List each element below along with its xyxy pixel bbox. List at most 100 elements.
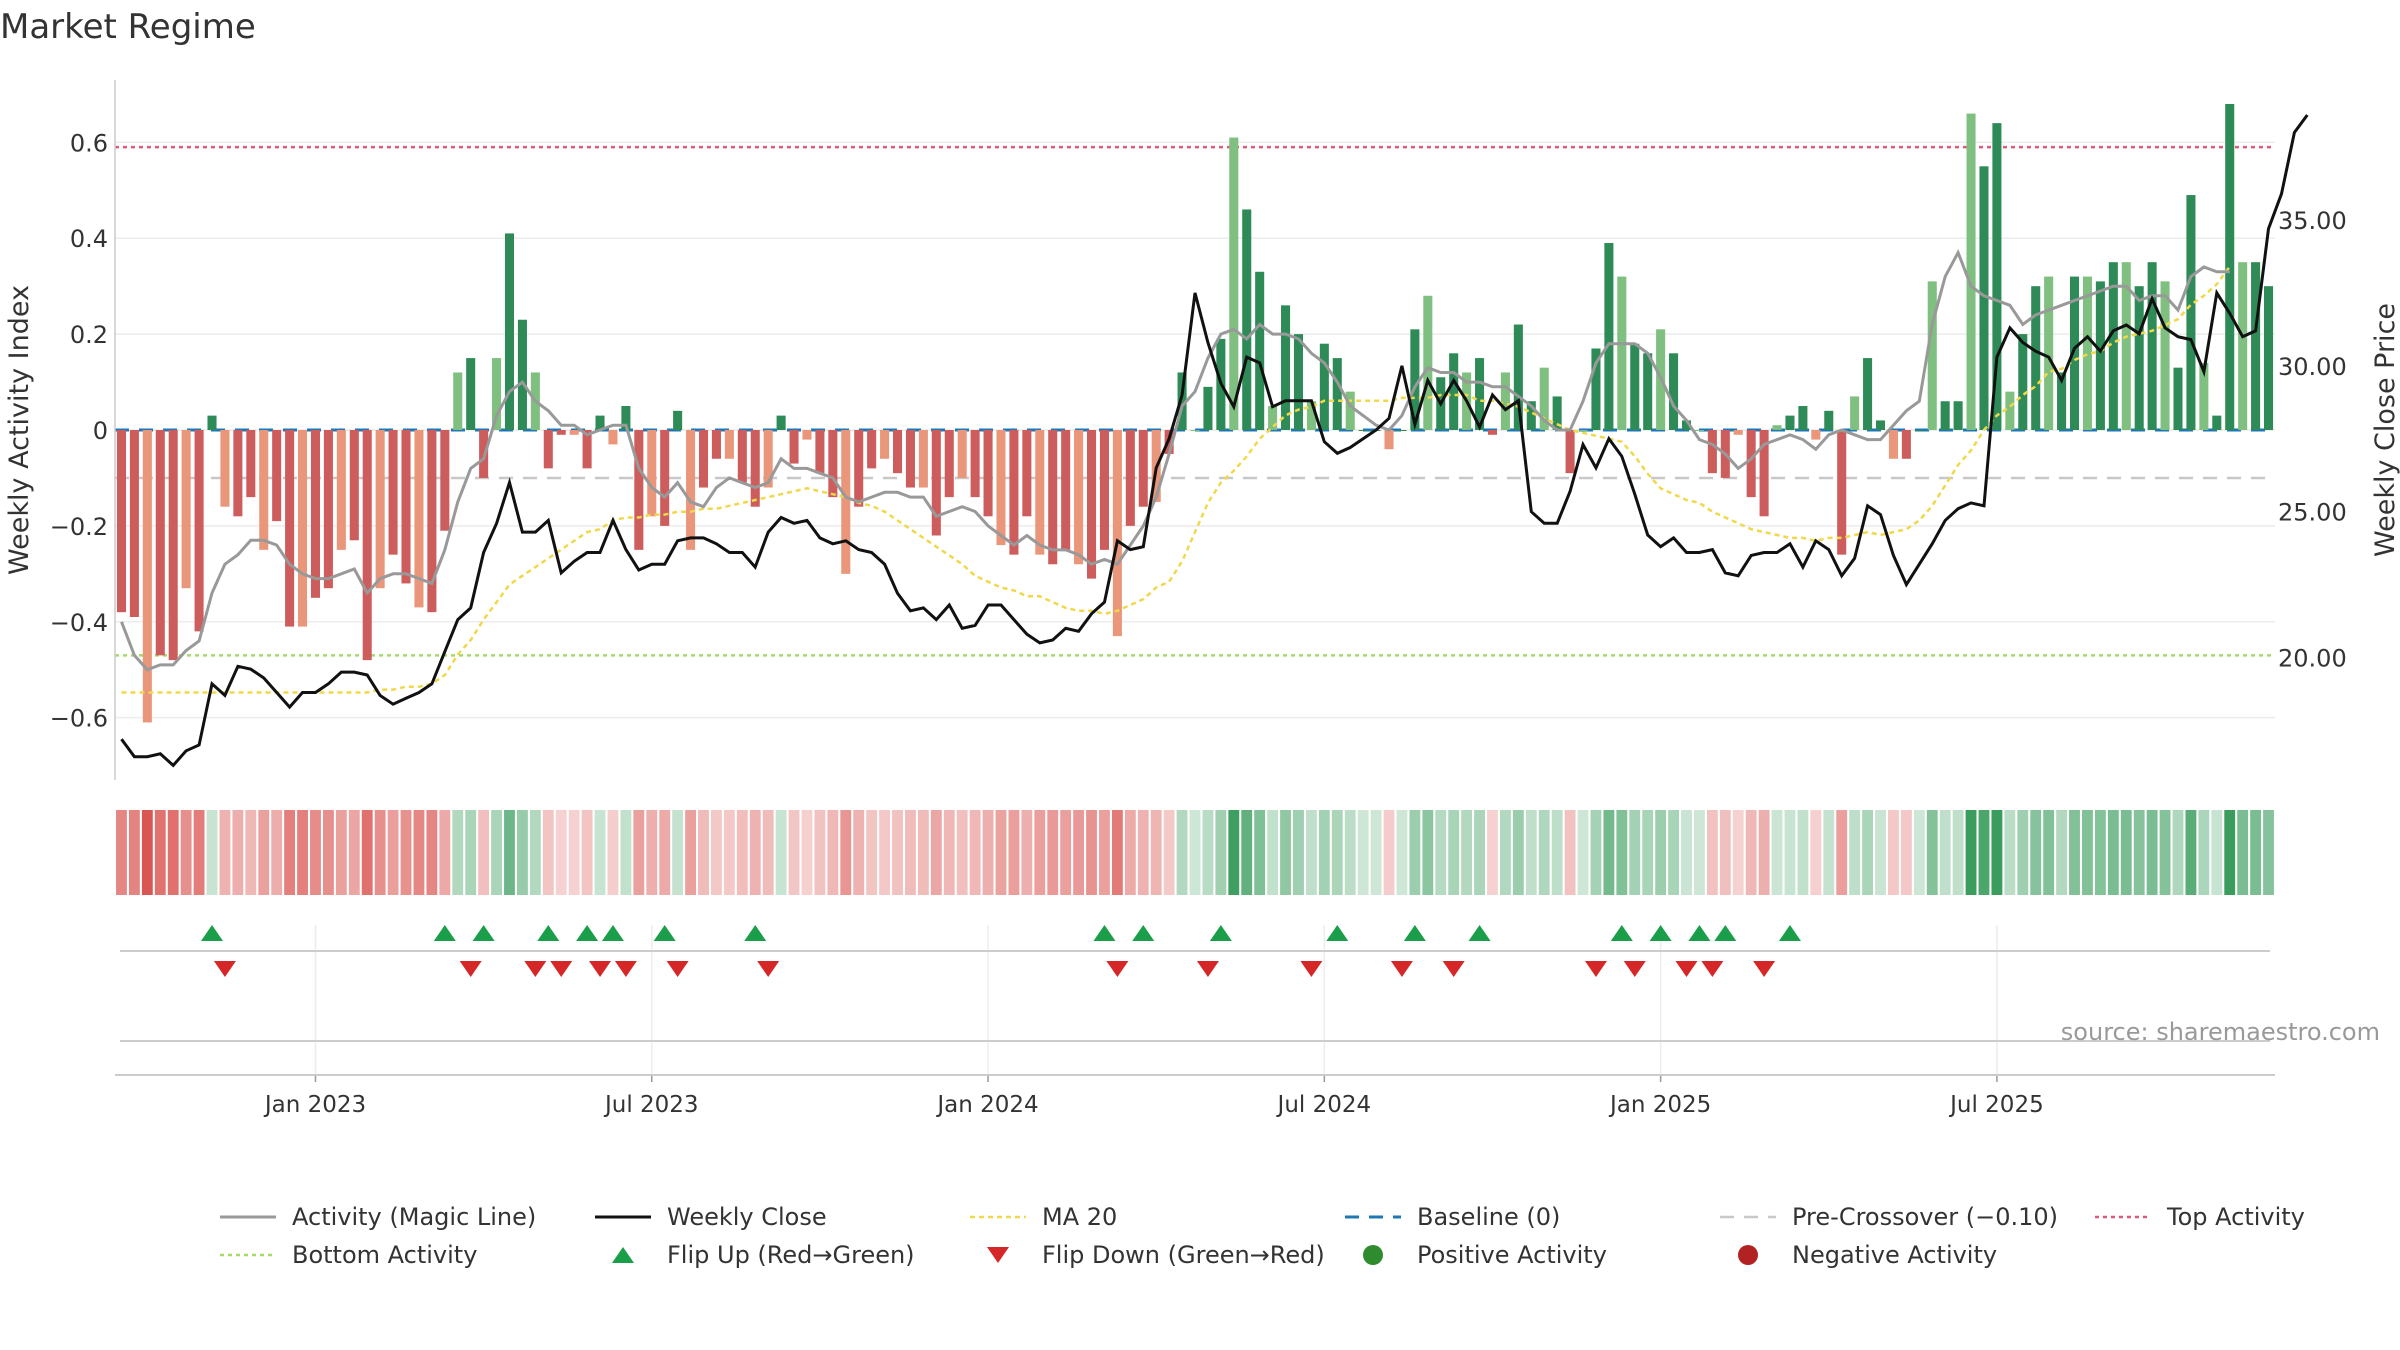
activity-bar <box>1837 430 1847 555</box>
x-tick-label: Jan 2023 <box>263 1092 366 1118</box>
activity-bar <box>1087 430 1097 579</box>
activity-bar <box>802 430 812 440</box>
activity-bar <box>1255 271 1265 430</box>
flip-up-marker <box>744 925 767 941</box>
flip-down-marker <box>666 961 689 977</box>
heat-cell <box>1797 810 1809 895</box>
y-right-tick-label: 20.00 <box>2278 645 2347 673</box>
heat-cell <box>1926 810 1938 895</box>
activity-bar <box>957 430 967 478</box>
legend-item: Weekly Close <box>595 1203 827 1231</box>
heat-cell <box>374 810 386 895</box>
activity-bar <box>2044 276 2054 430</box>
activity-bar <box>1281 305 1291 430</box>
activity-bar <box>1850 396 1860 430</box>
heat-cell <box>956 810 968 895</box>
activity-bar <box>1539 367 1549 430</box>
activity-bar <box>556 430 566 435</box>
activity-bar <box>931 430 941 536</box>
heat-cell <box>1073 810 1085 895</box>
axes <box>114 80 1998 1082</box>
activity-bar <box>1306 401 1316 430</box>
heat-cell <box>1344 810 1356 895</box>
heat-cell <box>555 810 567 895</box>
heat-cell <box>1396 810 1408 895</box>
heat-cell <box>672 810 684 895</box>
heat-cell <box>2094 810 2106 895</box>
flip-up-marker <box>1132 925 1155 941</box>
heat-cell <box>1642 810 1654 895</box>
heat-cell <box>1823 810 1835 895</box>
activity-bar <box>1526 401 1536 430</box>
heat-cell <box>995 810 1007 895</box>
activity-bar <box>362 430 372 661</box>
activity-bar <box>1617 276 1627 430</box>
activity-bar <box>1035 430 1045 555</box>
y-left-tick-label: 0.2 <box>70 321 108 349</box>
activity-bar <box>1707 430 1717 474</box>
activity-bar <box>1694 430 1704 431</box>
activity-bar <box>1565 430 1575 474</box>
x-tick-label: Jan 2024 <box>935 1092 1038 1118</box>
heat-cell <box>1357 810 1369 895</box>
y-axis-left-label: Weekly Activity Index <box>4 285 35 575</box>
heat-cell <box>1305 810 1317 895</box>
heat-cell <box>685 810 697 895</box>
heat-cell <box>1047 810 1059 895</box>
legend-item: Activity (Magic Line) <box>220 1203 536 1231</box>
y-left-tick-label: −0.2 <box>50 513 108 541</box>
activity-bar <box>1487 430 1498 435</box>
heat-cell <box>387 810 399 895</box>
heat-cell <box>1875 810 1886 895</box>
heat-cell <box>2211 810 2223 895</box>
activity-bar <box>1824 410 1834 430</box>
heat-cell <box>335 810 347 895</box>
legend-label: Bottom Activity <box>292 1241 477 1269</box>
legend-label: Positive Activity <box>1417 1241 1607 1269</box>
heat-cell <box>1681 810 1692 895</box>
heat-cell <box>193 810 205 895</box>
heat-cell <box>814 810 826 895</box>
heat-cell <box>361 810 373 895</box>
heat-cell <box>1900 810 1912 895</box>
flip-up-marker <box>1688 925 1711 941</box>
heat-cell <box>2237 810 2249 895</box>
activity-bar <box>647 430 657 517</box>
activity-bar <box>660 430 670 526</box>
heat-cell <box>905 810 916 895</box>
activity-bar <box>2225 103 2235 431</box>
activity-bar <box>2238 262 2248 430</box>
heat-cell <box>1888 810 1899 895</box>
activity-bar <box>1552 396 1562 430</box>
heat-cell <box>866 810 878 895</box>
legend-swatch-flip-up <box>612 1247 634 1263</box>
activity-bar <box>1888 430 1898 459</box>
heat-cell <box>1577 810 1589 895</box>
heat-cell <box>1758 810 1770 895</box>
heat-cell <box>400 810 412 895</box>
series-lines <box>120 114 2309 768</box>
heat-cell <box>1719 810 1731 895</box>
flip-down-marker <box>757 961 780 977</box>
heat-cell <box>1034 810 1046 895</box>
heat-cell <box>1150 810 1162 895</box>
heat-cell <box>491 810 502 895</box>
activity-bar <box>1268 406 1278 430</box>
flip-up-marker <box>1209 925 1232 941</box>
legend-item: Top Activity <box>2095 1203 2305 1231</box>
heat-cell <box>439 810 451 895</box>
heat-cell <box>542 810 554 895</box>
heat-cell <box>827 810 839 895</box>
heat-cell <box>452 810 464 895</box>
heat-cell <box>1965 810 1977 895</box>
activity-bar <box>1332 358 1342 430</box>
heat-cell <box>607 810 619 895</box>
activity-bar <box>2095 281 2105 430</box>
activity-bar <box>2031 286 2041 430</box>
heat-cell <box>2263 810 2274 895</box>
activity-bar <box>2005 391 2015 430</box>
flip-down-marker <box>1675 961 1698 977</box>
heat-cell <box>167 810 179 895</box>
y-left-tick-label: −0.6 <box>50 705 108 733</box>
heat-cell <box>1836 810 1848 895</box>
